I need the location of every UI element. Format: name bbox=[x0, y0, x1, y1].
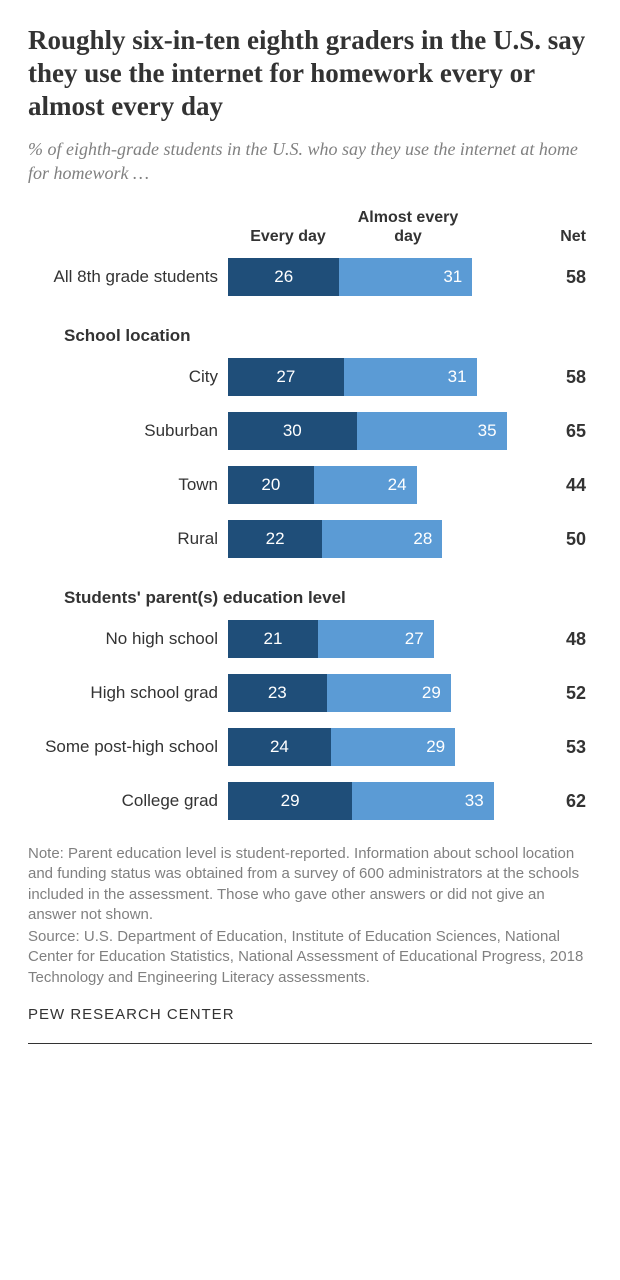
bar-segment-every-day: 24 bbox=[228, 728, 331, 766]
group-label: School location bbox=[28, 326, 592, 346]
bar-area: 2228 bbox=[228, 520, 528, 558]
bar-segment-almost-every-day: 29 bbox=[331, 728, 455, 766]
bar-segment-almost-every-day: 33 bbox=[352, 782, 493, 820]
bar-segment-every-day: 27 bbox=[228, 358, 344, 396]
bar-area: 2127 bbox=[228, 620, 528, 658]
bar-segment-almost-every-day: 27 bbox=[318, 620, 434, 658]
bar-segment-almost-every-day: 31 bbox=[339, 258, 472, 296]
bar-segment-almost-every-day: 29 bbox=[327, 674, 451, 712]
bar-segment-almost-every-day: 28 bbox=[322, 520, 442, 558]
source-text: Source: U.S. Department of Education, In… bbox=[28, 927, 592, 988]
column-headers: Every day Almost every day Net bbox=[28, 209, 592, 246]
net-value: 62 bbox=[528, 791, 592, 812]
chart-row: College grad293362 bbox=[28, 780, 592, 822]
net-value: 52 bbox=[528, 683, 592, 704]
bar-area: 2631 bbox=[228, 258, 528, 296]
row-label: Some post-high school bbox=[28, 737, 228, 757]
bar-segment-almost-every-day: 31 bbox=[344, 358, 477, 396]
net-value: 65 bbox=[528, 421, 592, 442]
net-value: 58 bbox=[528, 367, 592, 388]
row-label: All 8th grade students bbox=[28, 267, 228, 287]
bar-area: 2329 bbox=[228, 674, 528, 712]
net-value: 58 bbox=[528, 267, 592, 288]
bar-area: 2429 bbox=[228, 728, 528, 766]
bar-area: 3035 bbox=[228, 412, 528, 450]
bar-segment-every-day: 29 bbox=[228, 782, 352, 820]
bottom-rule bbox=[28, 1043, 592, 1044]
bar-segment-every-day: 30 bbox=[228, 412, 357, 450]
row-label: Town bbox=[28, 475, 228, 495]
note-text: Note: Parent education level is student-… bbox=[28, 844, 592, 925]
header-every-day: Every day bbox=[228, 228, 348, 246]
bar-segment-every-day: 22 bbox=[228, 520, 322, 558]
chart-row: Town202444 bbox=[28, 464, 592, 506]
bar-segment-almost-every-day: 24 bbox=[314, 466, 417, 504]
row-label: College grad bbox=[28, 791, 228, 811]
row-label: No high school bbox=[28, 629, 228, 649]
bar-area: 2933 bbox=[228, 782, 528, 820]
chart-title: Roughly six-in-ten eighth graders in the… bbox=[28, 24, 592, 123]
chart-row: Some post-high school242953 bbox=[28, 726, 592, 768]
group-label: Students' parent(s) education level bbox=[28, 588, 592, 608]
bar-area: 2731 bbox=[228, 358, 528, 396]
chart-row: Suburban303565 bbox=[28, 410, 592, 452]
row-label: Rural bbox=[28, 529, 228, 549]
chart-row: Rural222850 bbox=[28, 518, 592, 560]
header-net: Net bbox=[468, 228, 592, 246]
chart-row: High school grad232952 bbox=[28, 672, 592, 714]
header-almost-every-day: Almost every day bbox=[348, 209, 468, 246]
footer-attribution: PEW RESEARCH CENTER bbox=[28, 1006, 592, 1037]
bar-area: 2024 bbox=[228, 466, 528, 504]
bar-segment-every-day: 26 bbox=[228, 258, 339, 296]
bar-segment-every-day: 20 bbox=[228, 466, 314, 504]
row-label: Suburban bbox=[28, 421, 228, 441]
chart-row: All 8th grade students263158 bbox=[28, 256, 592, 298]
net-value: 53 bbox=[528, 737, 592, 758]
net-value: 48 bbox=[528, 629, 592, 650]
row-label: High school grad bbox=[28, 683, 228, 703]
chart-row: No high school212748 bbox=[28, 618, 592, 660]
bar-segment-every-day: 23 bbox=[228, 674, 327, 712]
net-value: 50 bbox=[528, 529, 592, 550]
chart-row: City273158 bbox=[28, 356, 592, 398]
chart-body: All 8th grade students263158School locat… bbox=[28, 256, 592, 822]
chart-subtitle: % of eighth-grade students in the U.S. w… bbox=[28, 137, 592, 186]
net-value: 44 bbox=[528, 475, 592, 496]
bar-segment-almost-every-day: 35 bbox=[357, 412, 507, 450]
row-label: City bbox=[28, 367, 228, 387]
bar-segment-every-day: 21 bbox=[228, 620, 318, 658]
chart: Every day Almost every day Net All 8th g… bbox=[28, 209, 592, 822]
